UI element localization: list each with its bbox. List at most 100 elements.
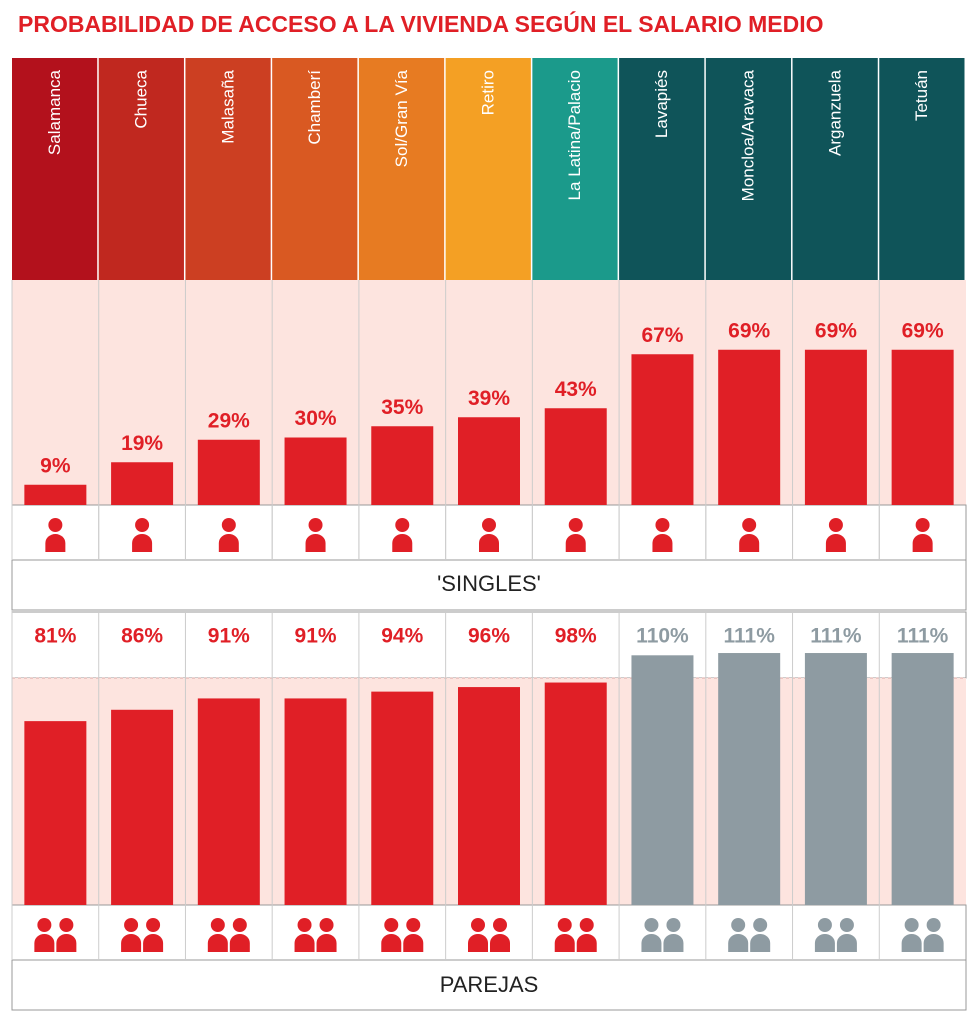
bar (24, 721, 87, 905)
data-label: 110% (636, 625, 689, 648)
person-icon (210, 918, 225, 932)
data-label: 43% (555, 378, 597, 401)
person-icon (814, 934, 835, 952)
person-icon (381, 934, 402, 952)
person-icon (403, 934, 424, 952)
column-header (185, 58, 271, 280)
chart-title: PROBABILIDAD DE ACCESO A LA VIVIENDA SEG… (18, 10, 823, 37)
parejas-footer (11, 904, 967, 1011)
column-header (98, 58, 184, 280)
person-icon (912, 534, 933, 552)
x-tick-label: Retiro (478, 70, 497, 115)
x-tick-label: Lavapiés (652, 70, 671, 138)
person-icon (294, 934, 315, 952)
x-tick-label: Salamanca (45, 69, 64, 155)
person-icon (926, 918, 941, 932)
data-label: 67% (641, 324, 683, 347)
person-icon (655, 518, 670, 532)
person-icon (232, 918, 247, 932)
person-icon (305, 534, 326, 552)
person-icon (48, 518, 63, 532)
person-icon (753, 918, 768, 932)
person-icon (468, 934, 488, 952)
person-icon (490, 934, 510, 952)
person-icon (579, 918, 594, 932)
data-label: 9% (40, 454, 71, 477)
data-label: 91% (295, 625, 337, 648)
data-label: 69% (728, 319, 770, 342)
person-icon (739, 534, 760, 552)
person-icon (666, 918, 681, 932)
person-icon (568, 518, 583, 532)
data-label: 19% (121, 432, 163, 455)
person-icon (316, 934, 337, 952)
bar (804, 349, 867, 505)
person-icon (641, 934, 662, 952)
person-icon (37, 918, 52, 932)
person-icon (406, 918, 421, 932)
bar (111, 462, 174, 505)
person-icon (395, 518, 410, 532)
section-label: 'SINGLES' (437, 571, 541, 596)
data-label: 69% (902, 319, 944, 342)
data-label: 39% (468, 387, 510, 410)
x-tick-label: Sol/Gran Vía (392, 69, 411, 167)
person-icon (644, 918, 659, 932)
bar (544, 682, 607, 905)
x-tick-label: Chueca (132, 69, 151, 128)
person-icon (565, 534, 586, 552)
person-icon (221, 518, 236, 532)
data-label: 86% (121, 625, 163, 648)
column-header (12, 58, 98, 280)
x-tick-label: La Latina/Palacio (565, 70, 584, 200)
person-icon (923, 934, 944, 952)
person-icon (59, 918, 74, 932)
column-header (358, 58, 445, 280)
person-icon (471, 918, 485, 932)
bar (284, 437, 347, 505)
data-label: 98% (555, 625, 597, 648)
bar (631, 655, 694, 905)
person-icon (319, 918, 334, 932)
person-icon (828, 518, 843, 532)
section-label: PAREJAS (440, 972, 539, 997)
bar (197, 439, 260, 505)
person-icon (731, 918, 746, 932)
data-label: 29% (208, 409, 250, 432)
data-label: 111% (897, 625, 949, 648)
person-icon (554, 934, 575, 952)
column-header (445, 58, 531, 280)
x-tick-label: Malasaña (218, 69, 237, 143)
person-icon (34, 934, 55, 952)
person-icon (904, 918, 919, 932)
column-header (532, 58, 618, 280)
person-icon (45, 534, 66, 552)
x-tick-label: Tetuán (912, 70, 931, 121)
person-icon (207, 934, 228, 952)
bar (24, 484, 87, 505)
bar (804, 653, 867, 905)
person-icon (817, 918, 832, 932)
person-icon (493, 918, 507, 932)
person-icon (135, 518, 150, 532)
person-icon (836, 934, 857, 952)
person-icon (750, 934, 771, 952)
person-icon (825, 534, 846, 552)
data-label: 30% (295, 407, 337, 430)
person-icon (218, 534, 239, 552)
bar (631, 354, 694, 505)
x-tick-label: Chamberí (305, 70, 324, 145)
column-header (619, 58, 705, 280)
data-label: 96% (468, 625, 510, 648)
person-icon (557, 918, 572, 932)
person-icon (384, 918, 399, 932)
bar (718, 653, 781, 905)
person-icon (728, 934, 749, 952)
bar (891, 349, 954, 505)
person-icon (56, 934, 77, 952)
person-icon (229, 934, 250, 952)
bar (371, 426, 434, 505)
bar (371, 691, 434, 905)
person-icon (652, 534, 673, 552)
